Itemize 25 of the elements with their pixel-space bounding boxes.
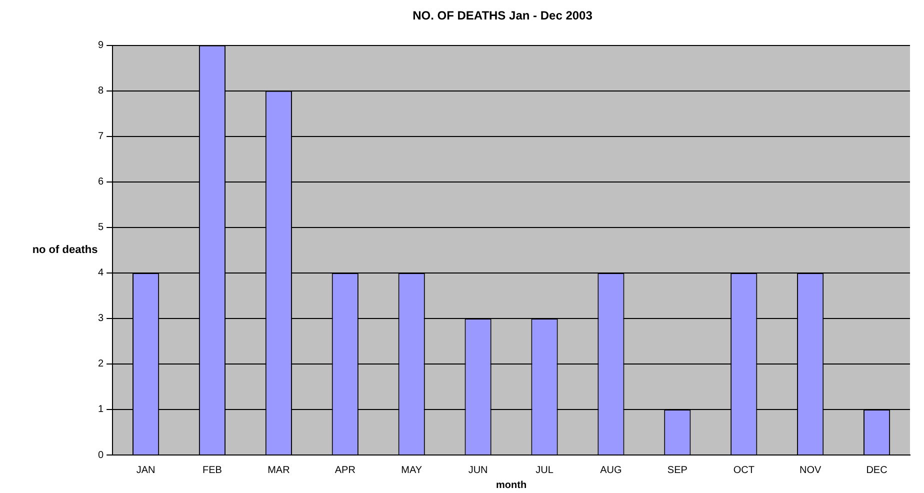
- y-tick-label: 9: [98, 40, 104, 52]
- y-tick-label: 5: [98, 222, 104, 234]
- y-tick-label: 8: [98, 86, 104, 97]
- x-tick-label: AUG: [600, 464, 622, 476]
- x-tick-label: DEC: [866, 464, 888, 476]
- y-tick-label: 2: [98, 358, 104, 370]
- y-tick-label: 4: [98, 268, 104, 279]
- y-tick-label: 0: [98, 450, 104, 461]
- x-tick-label: MAY: [401, 464, 422, 476]
- x-tick-label: MAR: [268, 464, 290, 476]
- x-tick-label: FEB: [202, 464, 222, 476]
- y-tick-label: 1: [98, 404, 104, 416]
- x-tick-label: SEP: [667, 464, 688, 476]
- x-tick-label: NOV: [799, 464, 822, 476]
- y-tick-label: 7: [98, 131, 104, 142]
- x-tick-label: APR: [334, 464, 356, 476]
- y-tick-label: 6: [98, 176, 104, 188]
- x-tick-label: JUN: [468, 464, 488, 476]
- x-tick-label: JUL: [536, 464, 554, 476]
- x-axis-title: month: [496, 480, 527, 491]
- x-tick-label: OCT: [733, 464, 754, 476]
- chart-title: NO. OF DEATHS Jan - Dec 2003: [412, 8, 593, 23]
- y-tick-label: 3: [98, 313, 104, 324]
- y-axis-title: no of deaths: [32, 244, 98, 256]
- x-tick-label: JAN: [136, 464, 156, 476]
